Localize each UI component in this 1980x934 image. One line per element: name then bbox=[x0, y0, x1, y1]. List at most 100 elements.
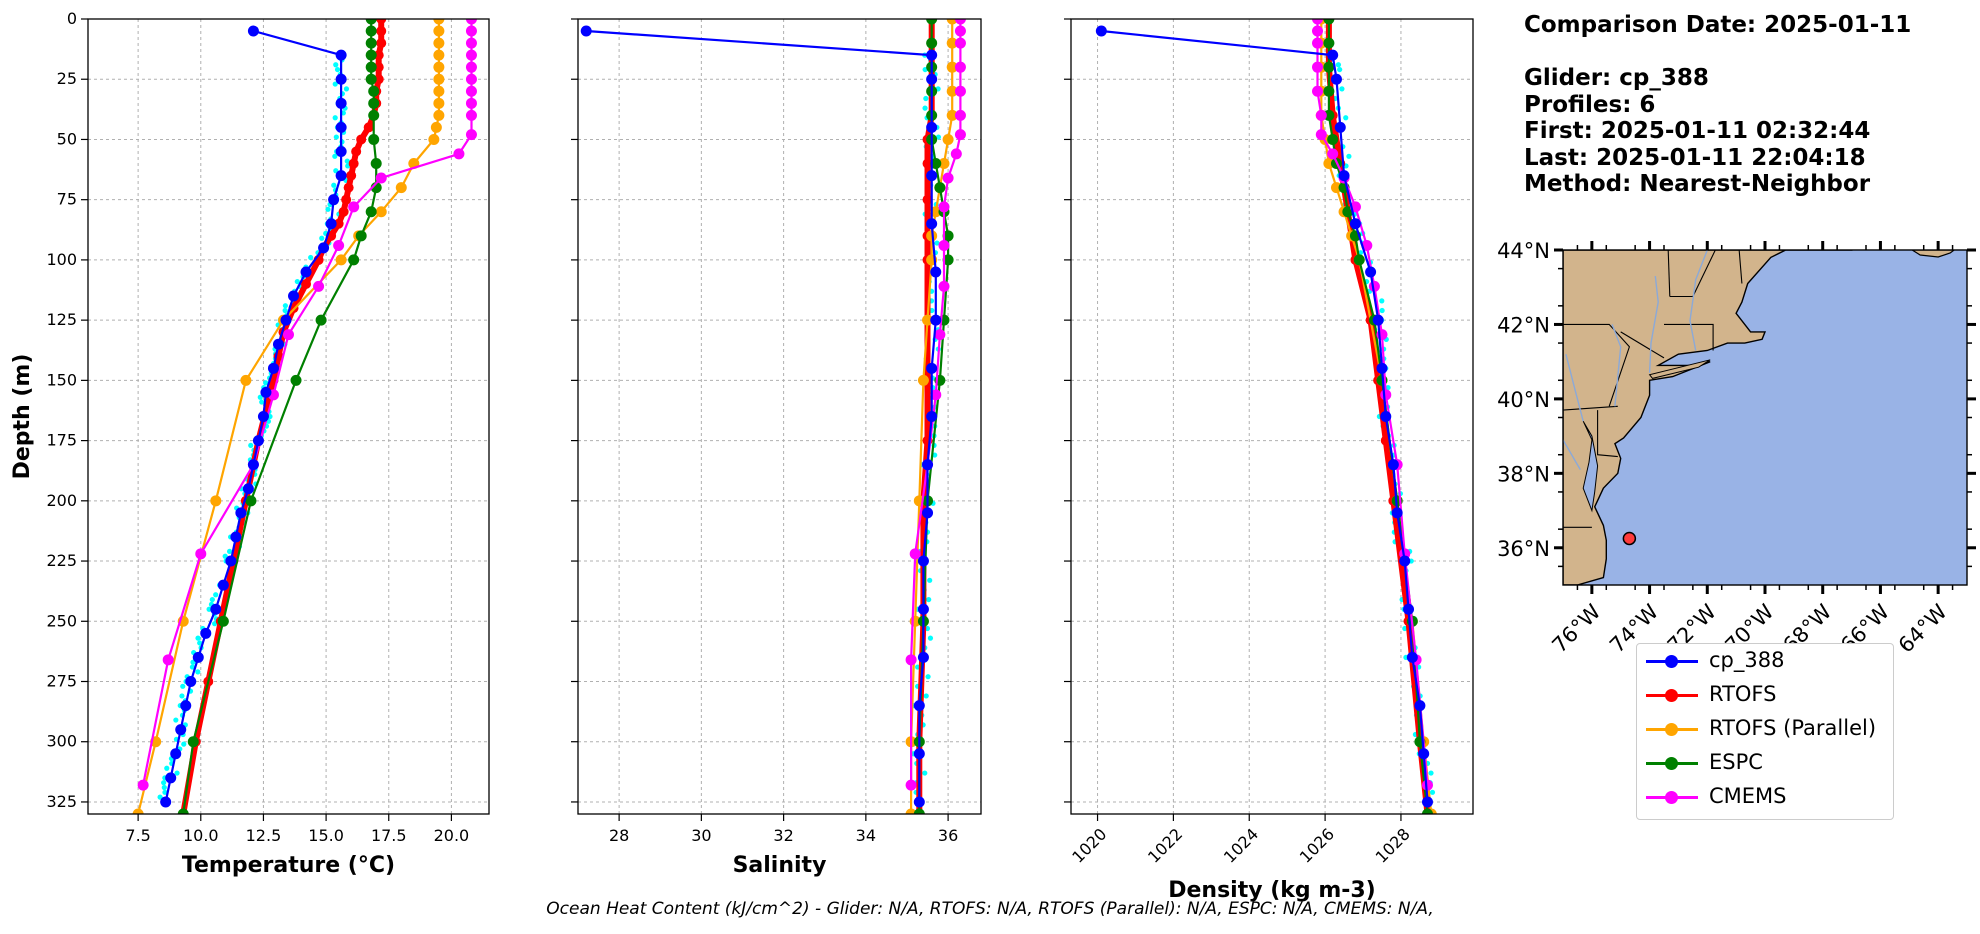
series-marker bbox=[1353, 254, 1365, 266]
series-marker bbox=[909, 548, 921, 560]
profile-panel-2: 28 30 32 34 36 Salinity bbox=[571, 18, 982, 878]
series-marker bbox=[954, 37, 966, 49]
series-marker bbox=[373, 50, 384, 61]
series-marker bbox=[300, 266, 312, 278]
series-marker bbox=[272, 338, 284, 350]
series-marker bbox=[365, 19, 377, 25]
series-marker bbox=[365, 49, 377, 61]
series-marker bbox=[913, 748, 925, 760]
series-marker bbox=[913, 700, 925, 712]
series-marker bbox=[177, 808, 189, 814]
glider-raw-point bbox=[308, 254, 314, 261]
series-marker bbox=[950, 148, 962, 160]
glider-raw-point bbox=[333, 62, 339, 68]
last-time: Last: 2025-01-11 22:04:18 bbox=[1524, 144, 1866, 171]
series-marker bbox=[335, 97, 347, 109]
glider-raw-point bbox=[333, 134, 339, 140]
glider-raw-point bbox=[331, 182, 337, 188]
glider-raw-point bbox=[181, 741, 187, 747]
series-marker bbox=[954, 19, 966, 25]
series-marker bbox=[453, 148, 465, 160]
series-marker bbox=[257, 411, 269, 422]
series-marker bbox=[180, 700, 192, 712]
series-marker bbox=[365, 37, 377, 49]
series-marker bbox=[318, 242, 330, 254]
series-marker bbox=[954, 109, 966, 121]
series-marker bbox=[137, 779, 149, 791]
series-marker bbox=[1323, 85, 1335, 97]
series-marker bbox=[913, 796, 925, 808]
series-rtofs-parallel- bbox=[132, 19, 445, 814]
plot-frame bbox=[1070, 18, 1474, 815]
series-marker bbox=[433, 109, 445, 121]
series-marker bbox=[348, 201, 360, 213]
series-marker bbox=[376, 38, 387, 49]
method: Method: Nearest-Neighbor bbox=[1524, 171, 1871, 197]
glider-raw-point bbox=[1343, 115, 1349, 121]
y-tick-label: 0 bbox=[67, 9, 77, 28]
ocean-heat-content-footer: Ocean Heat Content (kJ/cm^2) - Glider: N… bbox=[546, 899, 1434, 919]
series-marker bbox=[1312, 25, 1324, 37]
series-marker bbox=[1387, 459, 1399, 471]
legend-label: RTOFS bbox=[1709, 682, 1777, 706]
x-tick-label: 32 bbox=[773, 826, 793, 845]
series-marker bbox=[942, 230, 954, 242]
series-marker bbox=[162, 654, 174, 666]
series-marker bbox=[905, 779, 917, 791]
series-marker bbox=[1315, 129, 1327, 141]
profile-panel-3: 1020 1022 1024 1026 1028 Density (kg m-3) bbox=[1064, 18, 1474, 903]
info-panel: Comparison Date: 2025-01-11 Glider: cp_3… bbox=[1524, 12, 1911, 198]
lon-tick-label: 76°W bbox=[1547, 599, 1605, 657]
x-tick-label: 34 bbox=[856, 826, 876, 845]
series-marker bbox=[260, 386, 272, 398]
lon-tick-label: 64°W bbox=[1894, 599, 1952, 657]
series-marker bbox=[280, 314, 292, 326]
legend-marker bbox=[1665, 655, 1678, 668]
series-marker bbox=[1414, 700, 1426, 712]
series-marker bbox=[433, 97, 445, 109]
legend-marker bbox=[1665, 723, 1678, 736]
legend-label: cp_388 bbox=[1709, 648, 1785, 672]
legend-item-espc: ESPC bbox=[1637, 746, 1893, 780]
series-marker bbox=[1372, 314, 1384, 326]
glider-location-map: 44°N42°N40°N38°N36°N76°W 74°W 72°W 70°W 68°W… bbox=[1497, 239, 1976, 658]
glider-raw-point bbox=[334, 66, 341, 73]
glider-raw-point bbox=[1428, 770, 1434, 776]
series-marker bbox=[1403, 603, 1415, 615]
glider-raw-point bbox=[935, 134, 942, 140]
series-marker bbox=[1323, 37, 1335, 49]
series-marker bbox=[926, 362, 938, 374]
lat-tick-label: 40°N bbox=[1497, 388, 1550, 412]
series-marker bbox=[1312, 19, 1324, 25]
series-marker bbox=[465, 61, 477, 73]
series-marker bbox=[905, 654, 917, 666]
series-marker bbox=[200, 627, 212, 639]
glider-raw-point bbox=[180, 683, 186, 689]
glider-raw-point bbox=[923, 693, 929, 699]
series-marker bbox=[301, 279, 312, 289]
profile-count: Profiles: 6 bbox=[1524, 91, 1656, 118]
glider-raw-point bbox=[164, 765, 170, 771]
series-marker bbox=[240, 374, 252, 386]
y-tick-label: 125 bbox=[46, 310, 77, 329]
series-marker bbox=[938, 239, 950, 251]
series-marker bbox=[926, 121, 938, 133]
glider-raw-point bbox=[1385, 384, 1391, 391]
state-border bbox=[1563, 323, 1631, 407]
series-marker bbox=[930, 206, 942, 218]
series-marker bbox=[335, 121, 347, 133]
series-marker bbox=[465, 129, 477, 141]
legend-item-cmems: CMEMS bbox=[1637, 780, 1893, 814]
series-cp-388 bbox=[1095, 25, 1433, 808]
glider-raw-point bbox=[1346, 153, 1352, 159]
series-marker bbox=[1327, 49, 1339, 61]
x-tick-label: 1028 bbox=[1372, 824, 1414, 866]
y-axis-label: Depth (m) bbox=[10, 354, 35, 480]
glider-raw-point bbox=[344, 158, 350, 164]
series-marker bbox=[946, 109, 958, 121]
series-marker bbox=[934, 182, 946, 194]
glider-raw-point bbox=[1379, 298, 1385, 304]
series-marker bbox=[926, 170, 938, 182]
series-marker bbox=[938, 280, 950, 292]
